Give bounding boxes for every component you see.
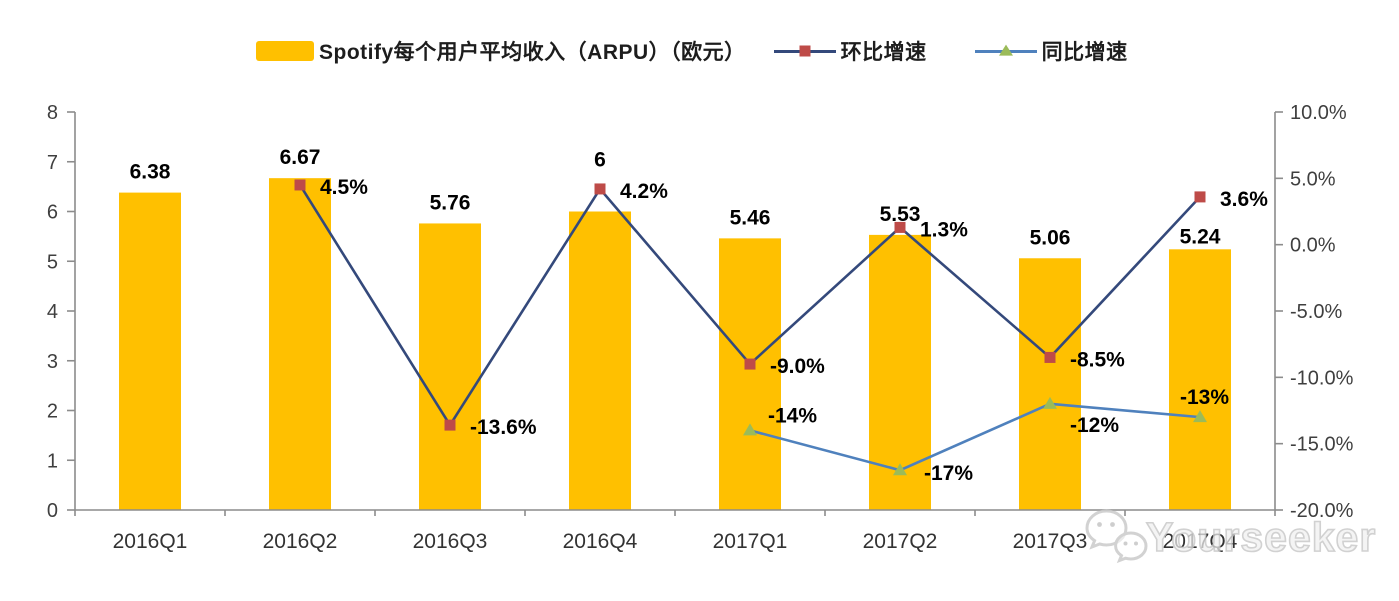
yoy-value-label: -13% bbox=[1180, 386, 1229, 409]
yoy-marker-icon bbox=[743, 423, 757, 436]
bar-value-label: 5.06 bbox=[1030, 226, 1071, 249]
x-axis-label: 2016Q2 bbox=[263, 530, 338, 553]
bar bbox=[419, 223, 481, 510]
legend-label-qoq: 环比增速 bbox=[840, 41, 927, 64]
qoq-line-sample-icon bbox=[773, 45, 836, 57]
bar bbox=[1019, 258, 1081, 510]
bar-value-label: 5.46 bbox=[730, 206, 771, 229]
bar-value-label: 6.38 bbox=[130, 161, 171, 184]
x-axis-label: 2017Q1 bbox=[713, 530, 788, 553]
yoy-value-label: -14% bbox=[768, 404, 817, 427]
legend-label-yoy: 同比增速 bbox=[1041, 41, 1128, 64]
legend-item-arpu: Spotify每个用户平均收入（ARPU）（欧元） bbox=[256, 36, 746, 66]
right-axis-tick-label: 5.0% bbox=[1290, 168, 1336, 190]
x-axis-label: 2016Q3 bbox=[413, 530, 488, 553]
bar bbox=[119, 192, 181, 510]
qoq-value-label: -13.6% bbox=[470, 416, 537, 439]
qoq-marker-icon bbox=[294, 179, 306, 191]
qoq-value-label: 1.3% bbox=[920, 218, 968, 241]
yoy-line-sample-icon bbox=[974, 44, 1037, 56]
legend-label-arpu: Spotify每个用户平均收入（ARPU）（欧元） bbox=[319, 41, 746, 64]
bar-value-label: 5.24 bbox=[1180, 225, 1221, 248]
left-axis-tick-label: 7 bbox=[47, 152, 58, 174]
yoy-line bbox=[749, 402, 1201, 472]
bar bbox=[569, 211, 631, 510]
bar-value-label: 5.53 bbox=[880, 203, 921, 226]
yoy-value-label: -17% bbox=[924, 462, 973, 485]
x-axis-label: 2016Q4 bbox=[563, 530, 638, 553]
left-axis-tick-label: 5 bbox=[47, 251, 58, 273]
right-axis-tick-label: -15.0% bbox=[1290, 434, 1354, 456]
x-axis-label: 2017Q3 bbox=[1013, 530, 1088, 553]
triangle-marker-icon bbox=[998, 44, 1013, 56]
right-axis-tick-label: 10.0% bbox=[1290, 102, 1347, 124]
yoy-marker-icon bbox=[1193, 410, 1207, 423]
qoq-value-label: 4.5% bbox=[320, 176, 368, 199]
qoq-marker-icon bbox=[594, 183, 606, 195]
left-axis-tick-label: 6 bbox=[47, 202, 58, 224]
left-axis-tick-label: 1 bbox=[47, 450, 58, 472]
qoq-value-label: -9.0% bbox=[770, 355, 825, 378]
bar bbox=[269, 178, 331, 511]
qoq-value-label: 3.6% bbox=[1220, 188, 1268, 211]
right-axis-tick-label: -20.0% bbox=[1290, 500, 1354, 522]
left-axis-tick-label: 8 bbox=[47, 102, 58, 124]
x-axis-label: 2017Q2 bbox=[863, 530, 938, 553]
left-axis-tick-label: 4 bbox=[47, 301, 58, 323]
bar-series-swatch-icon bbox=[256, 41, 314, 61]
qoq-value-label: 4.2% bbox=[620, 180, 668, 203]
bar-value-label: 6.67 bbox=[280, 146, 321, 169]
left-axis-tick-label: 2 bbox=[47, 401, 58, 423]
right-axis-tick-label: 0.0% bbox=[1290, 235, 1336, 257]
x-axis-label: 2016Q1 bbox=[113, 530, 188, 553]
bar-value-label: 5.76 bbox=[430, 191, 471, 214]
qoq-marker-icon bbox=[1044, 351, 1056, 363]
qoq-marker-icon bbox=[444, 419, 456, 431]
bar bbox=[719, 238, 781, 511]
qoq-marker-icon bbox=[744, 358, 756, 370]
yoy-marker-icon bbox=[1043, 396, 1057, 409]
bar-value-label: 6 bbox=[594, 149, 606, 172]
qoq-value-label: -8.5% bbox=[1070, 348, 1125, 371]
bar bbox=[1169, 249, 1231, 510]
x-axis-label: 2017Q4 bbox=[1163, 530, 1238, 553]
qoq-marker-icon bbox=[1194, 191, 1206, 203]
right-axis-tick-label: -10.0% bbox=[1290, 367, 1354, 389]
right-axis-tick-label: -5.0% bbox=[1290, 301, 1342, 323]
yoy-marker-icon bbox=[893, 463, 907, 476]
legend-item-yoy: 同比增速 bbox=[974, 36, 1128, 66]
legend-item-qoq: 环比增速 bbox=[773, 36, 927, 66]
square-marker-icon bbox=[799, 45, 811, 57]
chart-legend: Spotify每个用户平均收入（ARPU）（欧元） 环比增速 同比增速 bbox=[256, 36, 1128, 66]
left-axis-tick-label: 3 bbox=[47, 351, 58, 373]
left-axis-tick-label: 0 bbox=[47, 500, 58, 522]
yoy-value-label: -12% bbox=[1070, 414, 1119, 437]
qoq-marker-icon bbox=[894, 221, 906, 233]
